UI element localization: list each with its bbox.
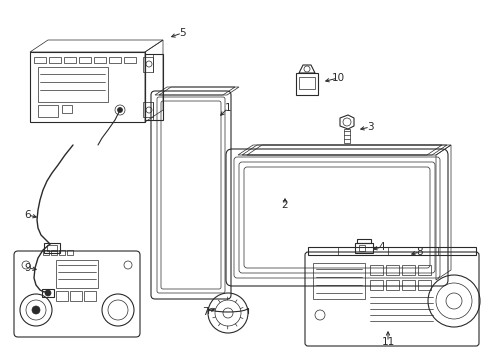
Bar — [124, 57, 136, 63]
Bar — [402, 265, 415, 275]
Bar — [418, 265, 431, 275]
Text: 6: 6 — [24, 210, 31, 220]
Bar — [359, 245, 365, 251]
Bar — [42, 289, 54, 297]
Text: 4: 4 — [379, 242, 385, 252]
Bar — [84, 291, 96, 301]
Bar — [355, 243, 373, 253]
Bar — [109, 57, 121, 63]
Bar — [38, 105, 58, 117]
Bar — [43, 250, 49, 255]
Text: 8: 8 — [416, 247, 423, 257]
Bar — [143, 57, 153, 72]
Text: 2: 2 — [282, 200, 288, 210]
Text: 7: 7 — [202, 307, 208, 317]
Bar — [313, 263, 365, 299]
Bar — [386, 280, 399, 290]
Bar — [56, 291, 68, 301]
Bar — [308, 247, 476, 255]
Bar — [296, 73, 318, 95]
Bar — [402, 280, 415, 290]
Bar — [79, 57, 91, 63]
Bar — [299, 77, 315, 89]
Bar — [38, 67, 108, 102]
Circle shape — [45, 290, 51, 296]
Bar — [370, 265, 383, 275]
Text: 5: 5 — [179, 28, 185, 38]
Bar — [70, 291, 82, 301]
Circle shape — [118, 108, 122, 112]
Bar — [67, 250, 73, 255]
Bar — [47, 245, 57, 251]
Bar — [370, 280, 383, 290]
Bar — [94, 57, 106, 63]
Text: 11: 11 — [381, 337, 394, 347]
Bar — [62, 105, 72, 113]
Text: 10: 10 — [331, 73, 344, 83]
Bar — [418, 280, 431, 290]
Bar — [49, 57, 61, 63]
Bar — [357, 239, 371, 243]
Bar — [34, 57, 46, 63]
Bar — [51, 250, 57, 255]
Text: 3: 3 — [367, 122, 373, 132]
Bar — [59, 250, 65, 255]
Text: 1: 1 — [225, 103, 231, 113]
Bar — [143, 102, 153, 117]
Circle shape — [32, 306, 40, 314]
Bar — [64, 57, 76, 63]
Bar — [386, 265, 399, 275]
Text: 9: 9 — [24, 263, 31, 273]
Bar — [344, 129, 350, 143]
Bar — [44, 243, 60, 253]
Bar — [56, 260, 98, 288]
